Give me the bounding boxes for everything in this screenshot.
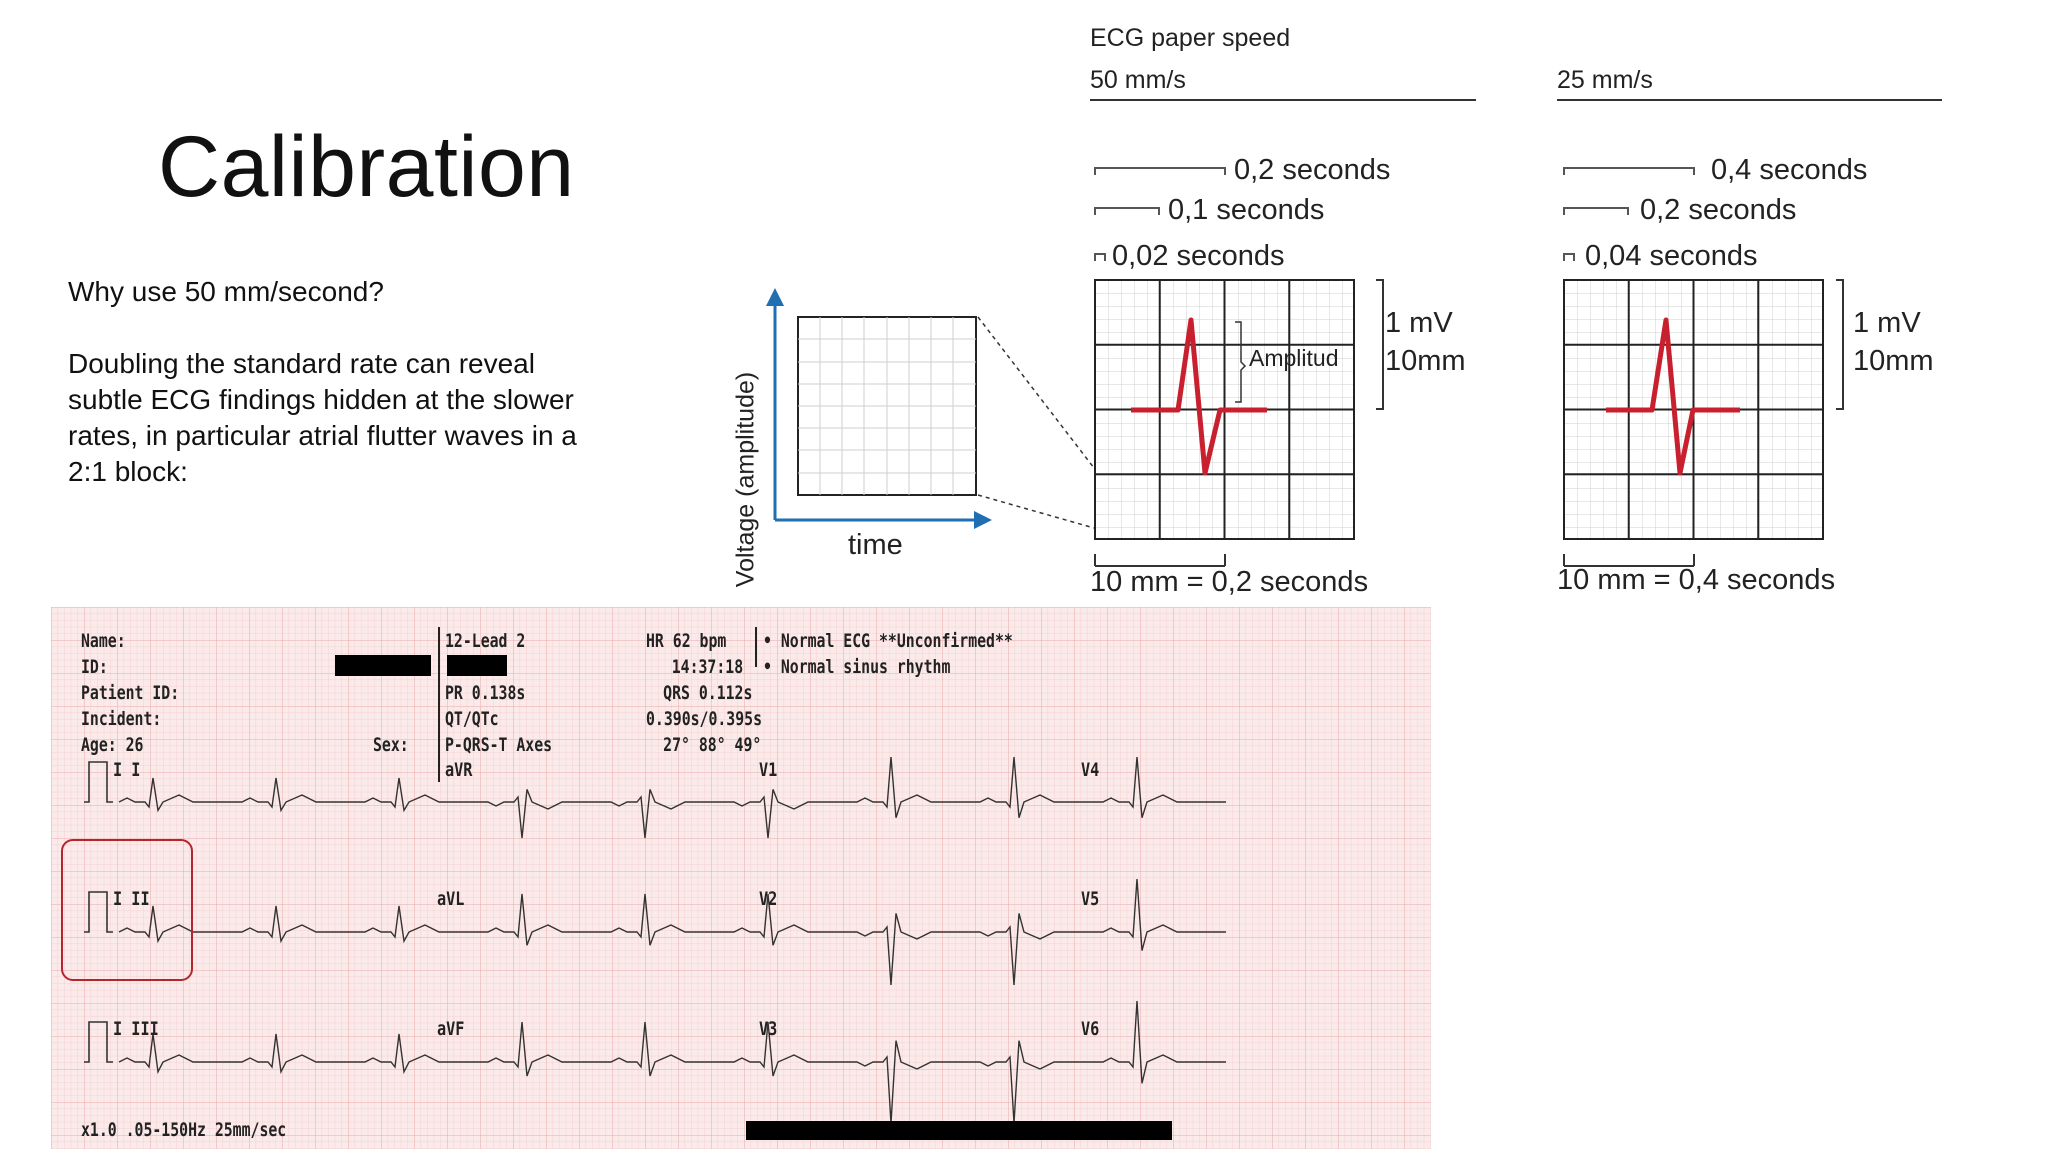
age-label: Age: <box>81 734 117 756</box>
hr-value: HR 62 bpm <box>646 630 727 652</box>
bracket-0-04s <box>1563 253 1575 261</box>
sex-label: Sex: <box>373 734 409 756</box>
calibration-pulse <box>84 891 113 933</box>
duration-0-04s: 0,04 seconds <box>1585 240 1758 272</box>
lead-v4-label: V4 <box>1081 759 1100 781</box>
time-value: 14:37:18 <box>671 656 744 678</box>
calibration-pulse <box>84 1021 113 1063</box>
ecg-waveform-50 <box>1131 317 1267 476</box>
device-label: 12-Lead 2 <box>445 630 526 652</box>
arrow-up-icon <box>766 288 784 306</box>
voltage-axis-label: Voltage (amplitude) <box>731 371 760 588</box>
mm-value-50: 10mm <box>1385 345 1466 377</box>
duration-0-2s: 0,2 seconds <box>1234 154 1391 186</box>
redaction-bar-3 <box>746 1121 1172 1140</box>
lead-ii-highlight <box>61 839 193 981</box>
redaction-bar-1 <box>335 655 431 676</box>
speed-50-label: 50 mm/s <box>1090 66 1186 94</box>
bracket-0-4s <box>1563 167 1695 175</box>
bracket-0-1s <box>1094 207 1160 215</box>
duration-0-4s: 0,4 seconds <box>1711 154 1868 186</box>
name-label: Name: <box>81 630 126 652</box>
ecg-patient-info: Name: ID: Patient ID: Incident: Age: 26 <box>81 628 179 758</box>
lead-iii-label: I III <box>113 1018 159 1040</box>
ecg-grid <box>51 607 1431 1149</box>
duration-0-02s: 0,02 seconds <box>1112 240 1285 272</box>
duration-0-1s: 0,1 seconds <box>1168 194 1325 226</box>
redaction-bar-2 <box>447 655 507 676</box>
speed-50-rule <box>1090 99 1476 101</box>
speed-25-rule <box>1557 99 1942 101</box>
bottom-eq-25: 10 mm = 0,4 seconds <box>1557 564 1836 596</box>
explanation-text: Doubling the standard rate can reveal su… <box>68 348 577 487</box>
mv-value-50: 1 mV <box>1385 307 1453 339</box>
lead-avf-label: aVF <box>437 1018 465 1040</box>
bottom-eq-50: 10 mm = 0,2 seconds <box>1090 566 1369 598</box>
age-value: 26 <box>125 734 144 756</box>
qt-values: 0.390s/0.395s <box>646 708 763 730</box>
axis-values: 27° 88° 49° <box>663 734 762 756</box>
calibration-diagram <box>766 279 1844 567</box>
lead-avr-label: aVR <box>445 759 473 781</box>
lead-avl-label: aVL <box>437 888 465 910</box>
speed-25-label: 25 mm/s <box>1557 66 1653 94</box>
axes-diagram <box>766 288 1095 529</box>
ecg-waveform-25 <box>1606 317 1740 476</box>
arrow-right-icon <box>974 511 992 529</box>
slide-title: Calibration <box>158 119 575 215</box>
ecg-interpretation: • Normal ECG **Unconfirmed** • Normal si… <box>763 628 1013 680</box>
calibration-pulse <box>84 761 113 803</box>
bracket-0-2s <box>1094 167 1226 175</box>
bracket-0-02s <box>1094 253 1106 261</box>
ecg-printout: Name: ID: Patient ID: Incident: Age: 26 … <box>51 607 1431 1149</box>
lead-v2-label: V2 <box>759 888 778 910</box>
amplitude-label: Amplitud <box>1249 345 1339 371</box>
qrs-value: QRS 0.112s <box>663 682 753 704</box>
qt-label: QT/QTc <box>445 708 499 730</box>
grid-25mm <box>1563 279 1844 567</box>
interpretation-line-2: • Normal sinus rhythm <box>763 656 951 678</box>
mv-value-25: 1 mV <box>1853 307 1921 339</box>
mv-label-50: 1 mV 10mm <box>1385 304 1466 380</box>
bracket-0-2s-slow <box>1563 207 1629 215</box>
duration-0-2s-slow: 0,2 seconds <box>1640 194 1797 226</box>
ecg-measurements: 12-Lead 2 PR 0.138s QT/QTc P-QRS-T Axes <box>445 628 552 758</box>
incident-label: Incident: <box>81 708 162 730</box>
ecg-footer: x1.0 .05-150Hz 25mm/sec <box>81 1119 287 1141</box>
mv-label-25: 1 mV 10mm <box>1853 304 1934 380</box>
lead-v3-label: V3 <box>759 1018 778 1040</box>
ecg-trace-row-1 <box>118 756 1226 839</box>
voltage-axis-label-wrap: Voltage (amplitude) <box>726 365 766 595</box>
time-axis-label: time <box>848 529 903 561</box>
grid-50mm <box>1094 279 1384 567</box>
axes-label: P-QRS-T Axes <box>445 734 553 756</box>
ecg-trace-row-2 <box>118 878 1226 986</box>
lead-v1-label: V1 <box>759 759 778 781</box>
mm-value-25: 10mm <box>1853 345 1934 377</box>
lead-v5-label: V5 <box>1081 888 1100 910</box>
lead-ii-label: I II <box>113 888 150 910</box>
lead-i-label: I I <box>113 759 141 781</box>
lead-v6-label: V6 <box>1081 1018 1100 1040</box>
question-text: Why use 50 mm/second? <box>68 276 384 307</box>
pr-value: PR 0.138s <box>445 682 526 704</box>
paper-speed-title: ECG paper speed <box>1090 24 1291 52</box>
patient-id-label: Patient ID: <box>81 682 180 704</box>
id-label: ID: <box>81 656 108 678</box>
interpretation-line-1: • Normal ECG **Unconfirmed** <box>763 630 1013 652</box>
ecg-measurement-values: HR 62 bpm 14:37:18 QRS 0.112s 0.390s/0.3… <box>646 628 762 758</box>
